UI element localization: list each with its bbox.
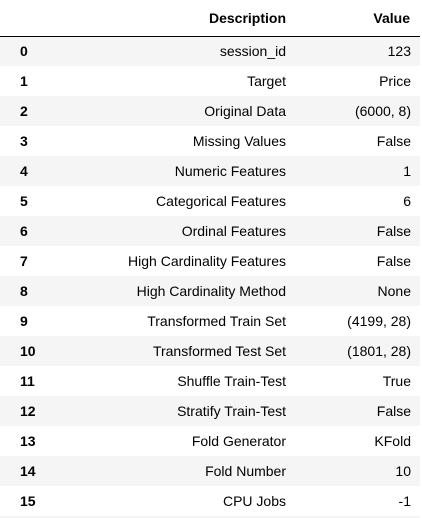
table-row: 1 Target Price bbox=[0, 66, 420, 96]
row-description: Numeric Features bbox=[174, 163, 286, 179]
row-index: 3 bbox=[20, 133, 28, 149]
table-row: 15 CPU Jobs -1 bbox=[0, 486, 420, 516]
table-row: 13 Fold Generator KFold bbox=[0, 426, 420, 456]
table-body: 0 session_id 123 1 Target Price 2 Original Data… bbox=[0, 36, 420, 516]
table-row: 11 Shuffle Train-Test True bbox=[0, 366, 420, 396]
row-value: False bbox=[376, 403, 411, 419]
table-row: 3 Missing Values False bbox=[0, 126, 420, 156]
row-description: Stratify Train-Test bbox=[177, 403, 286, 419]
row-index: 2 bbox=[20, 103, 28, 119]
index-header bbox=[0, 0, 48, 37]
row-description: Missing Values bbox=[192, 133, 286, 149]
row-value: (6000, 8) bbox=[354, 103, 411, 119]
row-value: False bbox=[376, 223, 411, 239]
table-row: 12 Stratify Train-Test False bbox=[0, 396, 420, 426]
row-value: (1801, 28) bbox=[347, 343, 411, 359]
table-row: 9 Transformed Train Set (4199, 28) bbox=[0, 306, 420, 336]
row-value: True bbox=[382, 373, 411, 389]
row-description: Transformed Test Set bbox=[152, 343, 286, 359]
row-value: 123 bbox=[387, 43, 411, 60]
table-row: 8 High Cardinality Method None bbox=[0, 276, 420, 306]
row-index: 11 bbox=[20, 373, 35, 389]
table-row: 5 Categorical Features 6 bbox=[0, 186, 420, 216]
row-index: 10 bbox=[20, 343, 36, 359]
description-header: Description bbox=[48, 0, 296, 37]
row-value: 10 bbox=[395, 463, 411, 479]
row-index: 14 bbox=[20, 463, 36, 479]
row-value: None bbox=[377, 283, 411, 299]
row-value: False bbox=[376, 253, 411, 269]
row-description: Categorical Features bbox=[156, 193, 286, 209]
header-row: Description Value bbox=[0, 0, 420, 37]
table-row: 2 Original Data (6000, 8) bbox=[0, 96, 420, 126]
row-value: Price bbox=[379, 73, 411, 89]
row-index: 5 bbox=[20, 193, 28, 209]
table-row: 14 Fold Number 10 bbox=[0, 456, 420, 486]
row-index: 9 bbox=[20, 313, 28, 329]
table-row: 6 Ordinal Features False bbox=[0, 216, 420, 246]
table-row: 10 Transformed Test Set (1801, 28) bbox=[0, 336, 420, 366]
row-index: 7 bbox=[20, 253, 28, 269]
value-header: Value bbox=[296, 0, 420, 37]
row-description: Transformed Train Set bbox=[147, 313, 286, 329]
row-description: Ordinal Features bbox=[181, 223, 286, 239]
row-description: CPU Jobs bbox=[222, 493, 286, 509]
row-index: 0 bbox=[20, 43, 28, 60]
row-value: KFold bbox=[374, 433, 411, 449]
row-value: 1 bbox=[403, 163, 411, 179]
table-row: 0 session_id 123 bbox=[0, 36, 420, 66]
row-index: 6 bbox=[20, 223, 28, 239]
next-row-edge bbox=[0, 516, 420, 518]
row-description: High Cardinality Method bbox=[136, 283, 286, 299]
row-description: Original Data bbox=[204, 103, 286, 119]
row-description: Target bbox=[247, 73, 286, 89]
row-description: session_id bbox=[219, 43, 286, 60]
row-value: -1 bbox=[398, 493, 411, 509]
row-index: 4 bbox=[20, 163, 28, 179]
row-index: 13 bbox=[20, 433, 36, 449]
row-index: 12 bbox=[20, 403, 36, 419]
table-header: Description Value bbox=[0, 0, 420, 37]
row-description: Shuffle Train-Test bbox=[177, 373, 286, 389]
row-value: False bbox=[376, 133, 411, 149]
row-value: 6 bbox=[403, 193, 411, 209]
row-description: Fold Number bbox=[205, 463, 286, 479]
row-value: (4199, 28) bbox=[347, 313, 411, 329]
row-index: 1 bbox=[20, 73, 28, 89]
row-description: High Cardinality Features bbox=[128, 253, 286, 269]
row-description: Fold Generator bbox=[191, 433, 286, 449]
row-index: 8 bbox=[20, 283, 28, 299]
table-row: 7 High Cardinality Features False bbox=[0, 246, 420, 276]
row-index: 15 bbox=[20, 493, 36, 509]
table-row: 4 Numeric Features 1 bbox=[0, 156, 420, 186]
